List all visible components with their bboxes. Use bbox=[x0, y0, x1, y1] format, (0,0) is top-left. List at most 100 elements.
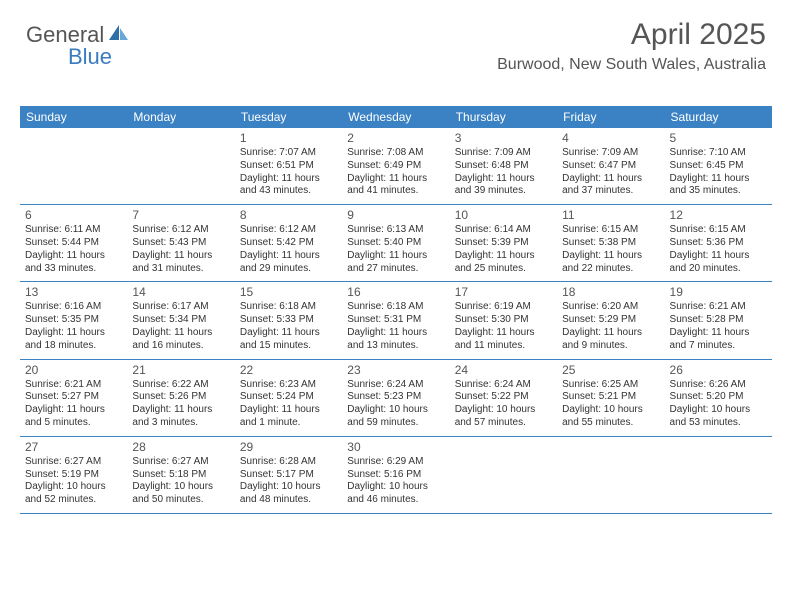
calendar-week-row: 27Sunrise: 6:27 AMSunset: 5:19 PMDayligh… bbox=[20, 437, 772, 514]
day-info-line: Sunset: 5:27 PM bbox=[25, 391, 122, 404]
day-info-line: and 16 minutes. bbox=[132, 340, 229, 353]
day-info-line: Sunset: 5:23 PM bbox=[347, 391, 444, 404]
day-info-line: and 18 minutes. bbox=[25, 340, 122, 353]
calendar-day-cell: 20Sunrise: 6:21 AMSunset: 5:27 PMDayligh… bbox=[20, 360, 127, 436]
day-info-line: Sunset: 5:17 PM bbox=[240, 469, 337, 482]
day-number: 30 bbox=[347, 440, 444, 454]
day-info-line: Sunrise: 6:11 AM bbox=[25, 224, 122, 237]
calendar-header-cell: Saturday bbox=[665, 106, 772, 128]
day-info-line: Sunset: 6:47 PM bbox=[562, 160, 659, 173]
day-info-line: Sunset: 5:33 PM bbox=[240, 314, 337, 327]
calendar-header-cell: Friday bbox=[557, 106, 664, 128]
day-info-line: Sunrise: 6:15 AM bbox=[562, 224, 659, 237]
day-number: 14 bbox=[132, 285, 229, 299]
location-subtitle: Burwood, New South Wales, Australia bbox=[497, 56, 766, 74]
day-info-line: Daylight: 10 hours bbox=[670, 404, 767, 417]
calendar-week-row: 20Sunrise: 6:21 AMSunset: 5:27 PMDayligh… bbox=[20, 360, 772, 437]
day-info-line: Daylight: 11 hours bbox=[455, 250, 552, 263]
calendar-header-cell: Sunday bbox=[20, 106, 127, 128]
calendar: SundayMondayTuesdayWednesdayThursdayFrid… bbox=[20, 106, 772, 514]
day-info-line: Daylight: 11 hours bbox=[455, 327, 552, 340]
day-info-line: Sunset: 6:48 PM bbox=[455, 160, 552, 173]
day-info-line: and 37 minutes. bbox=[562, 185, 659, 198]
calendar-header-cell: Monday bbox=[127, 106, 234, 128]
day-info-line: and 50 minutes. bbox=[132, 494, 229, 507]
day-number: 4 bbox=[562, 131, 659, 145]
calendar-day-cell: 12Sunrise: 6:15 AMSunset: 5:36 PMDayligh… bbox=[665, 205, 772, 281]
day-number: 7 bbox=[132, 208, 229, 222]
header: April 2025 Burwood, New South Wales, Aus… bbox=[497, 18, 766, 74]
day-info-line: and 27 minutes. bbox=[347, 263, 444, 276]
day-info-line: Sunset: 5:42 PM bbox=[240, 237, 337, 250]
day-info-line: Sunrise: 6:12 AM bbox=[240, 224, 337, 237]
day-info-line: Daylight: 11 hours bbox=[670, 173, 767, 186]
day-info-line: and 3 minutes. bbox=[132, 417, 229, 430]
calendar-header-cell: Thursday bbox=[450, 106, 557, 128]
day-info-line: Daylight: 11 hours bbox=[132, 250, 229, 263]
calendar-day-cell: 5Sunrise: 7:10 AMSunset: 6:45 PMDaylight… bbox=[665, 128, 772, 204]
calendar-day-cell: 7Sunrise: 6:12 AMSunset: 5:43 PMDaylight… bbox=[127, 205, 234, 281]
day-info-line: Daylight: 11 hours bbox=[240, 404, 337, 417]
day-info-line: and 13 minutes. bbox=[347, 340, 444, 353]
calendar-day-cell: 2Sunrise: 7:08 AMSunset: 6:49 PMDaylight… bbox=[342, 128, 449, 204]
day-info-line: Sunset: 5:31 PM bbox=[347, 314, 444, 327]
day-number: 24 bbox=[455, 363, 552, 377]
day-info-line: Sunrise: 6:28 AM bbox=[240, 456, 337, 469]
day-info-line: Sunset: 5:28 PM bbox=[670, 314, 767, 327]
day-info-line: Sunrise: 6:18 AM bbox=[347, 301, 444, 314]
day-info-line: Sunrise: 6:23 AM bbox=[240, 379, 337, 392]
day-info-line: Sunrise: 6:27 AM bbox=[132, 456, 229, 469]
day-info-line: Sunset: 5:40 PM bbox=[347, 237, 444, 250]
calendar-day-cell: 9Sunrise: 6:13 AMSunset: 5:40 PMDaylight… bbox=[342, 205, 449, 281]
calendar-day-cell: 25Sunrise: 6:25 AMSunset: 5:21 PMDayligh… bbox=[557, 360, 664, 436]
day-info-line: and 29 minutes. bbox=[240, 263, 337, 276]
day-number: 9 bbox=[347, 208, 444, 222]
calendar-day-cell: 4Sunrise: 7:09 AMSunset: 6:47 PMDaylight… bbox=[557, 128, 664, 204]
day-info-line: Daylight: 10 hours bbox=[562, 404, 659, 417]
calendar-day-cell bbox=[20, 128, 127, 204]
day-info-line: Daylight: 10 hours bbox=[455, 404, 552, 417]
day-info-line: and 39 minutes. bbox=[455, 185, 552, 198]
day-info-line: Daylight: 11 hours bbox=[347, 173, 444, 186]
calendar-day-cell: 11Sunrise: 6:15 AMSunset: 5:38 PMDayligh… bbox=[557, 205, 664, 281]
day-info-line: and 5 minutes. bbox=[25, 417, 122, 430]
day-info-line: Sunset: 5:39 PM bbox=[455, 237, 552, 250]
calendar-day-cell: 14Sunrise: 6:17 AMSunset: 5:34 PMDayligh… bbox=[127, 282, 234, 358]
day-info-line: Daylight: 11 hours bbox=[25, 327, 122, 340]
day-info-line: and 22 minutes. bbox=[562, 263, 659, 276]
day-number: 25 bbox=[562, 363, 659, 377]
day-info-line: and 43 minutes. bbox=[240, 185, 337, 198]
day-info-line: Daylight: 11 hours bbox=[455, 173, 552, 186]
day-info-line: Daylight: 11 hours bbox=[670, 327, 767, 340]
day-info-line: Sunset: 5:30 PM bbox=[455, 314, 552, 327]
day-info-line: and 7 minutes. bbox=[670, 340, 767, 353]
day-info-line: Sunset: 5:35 PM bbox=[25, 314, 122, 327]
day-info-line: and 31 minutes. bbox=[132, 263, 229, 276]
calendar-body: 1Sunrise: 7:07 AMSunset: 6:51 PMDaylight… bbox=[20, 128, 772, 514]
calendar-day-cell: 1Sunrise: 7:07 AMSunset: 6:51 PMDaylight… bbox=[235, 128, 342, 204]
day-info-line: Sunset: 5:38 PM bbox=[562, 237, 659, 250]
day-number: 20 bbox=[25, 363, 122, 377]
day-info-line: Sunrise: 6:26 AM bbox=[670, 379, 767, 392]
day-number: 1 bbox=[240, 131, 337, 145]
day-number: 2 bbox=[347, 131, 444, 145]
day-info-line: Sunrise: 7:09 AM bbox=[455, 147, 552, 160]
calendar-day-cell: 6Sunrise: 6:11 AMSunset: 5:44 PMDaylight… bbox=[20, 205, 127, 281]
calendar-day-cell: 26Sunrise: 6:26 AMSunset: 5:20 PMDayligh… bbox=[665, 360, 772, 436]
day-info-line: Sunrise: 6:27 AM bbox=[25, 456, 122, 469]
calendar-day-cell: 13Sunrise: 6:16 AMSunset: 5:35 PMDayligh… bbox=[20, 282, 127, 358]
day-info-line: and 52 minutes. bbox=[25, 494, 122, 507]
day-number: 26 bbox=[670, 363, 767, 377]
day-number: 3 bbox=[455, 131, 552, 145]
calendar-header-row: SundayMondayTuesdayWednesdayThursdayFrid… bbox=[20, 106, 772, 128]
day-number: 21 bbox=[132, 363, 229, 377]
day-info-line: and 20 minutes. bbox=[670, 263, 767, 276]
day-info-line: and 35 minutes. bbox=[670, 185, 767, 198]
calendar-day-cell: 8Sunrise: 6:12 AMSunset: 5:42 PMDaylight… bbox=[235, 205, 342, 281]
day-info-line: Sunrise: 6:19 AM bbox=[455, 301, 552, 314]
day-info-line: Sunset: 5:44 PM bbox=[25, 237, 122, 250]
day-info-line: Sunset: 5:19 PM bbox=[25, 469, 122, 482]
day-info-line: Daylight: 11 hours bbox=[240, 173, 337, 186]
calendar-day-cell bbox=[450, 437, 557, 513]
day-info-line: Daylight: 11 hours bbox=[562, 250, 659, 263]
